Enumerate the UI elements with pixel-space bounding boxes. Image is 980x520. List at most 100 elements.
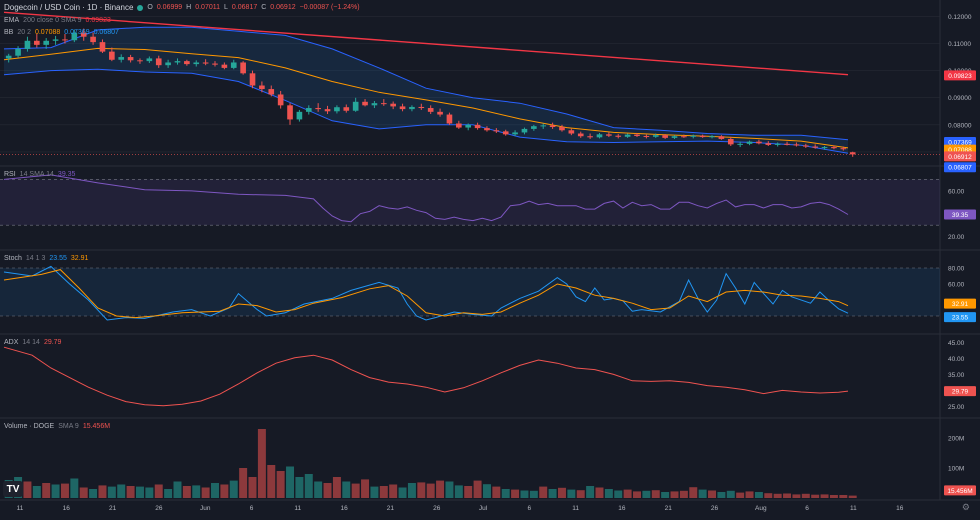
volume-bar xyxy=(276,471,285,498)
volume-bar xyxy=(32,486,41,498)
volume-bar xyxy=(342,481,351,498)
volume-bar xyxy=(314,481,323,498)
candle-body xyxy=(568,130,575,134)
volume-bar xyxy=(482,484,491,498)
candle-body xyxy=(774,143,781,145)
candle-body xyxy=(802,145,809,147)
bb-upper-last-tag: 0.07369 xyxy=(948,139,972,146)
stoch-legend-params: 14 1 3 xyxy=(25,255,46,262)
candle-body xyxy=(793,144,800,146)
candle-body xyxy=(155,58,162,66)
volume-bar xyxy=(736,492,745,498)
candle-body xyxy=(324,109,331,112)
bb-basis-line xyxy=(3,47,849,149)
candle-body xyxy=(202,62,209,64)
stoch-k-last-tag: 23.55 xyxy=(952,315,969,322)
symbol-legend: Dogecoin / USD Coin · 1D · Binance O 0.06… xyxy=(4,3,360,12)
volume-bar xyxy=(783,493,792,498)
volume-bar xyxy=(398,487,407,498)
candle-body xyxy=(840,148,847,150)
candle-body xyxy=(52,39,59,41)
ema-legend[interactable]: EMA 200 close 0 SMA 9 0.09823 xyxy=(4,17,111,24)
volume-bar xyxy=(708,490,717,498)
candle-body xyxy=(165,62,171,66)
candle-body xyxy=(540,125,547,127)
ema-last-tag-bg xyxy=(944,70,976,81)
time-tick-label: 21 xyxy=(665,505,673,512)
volume-bar xyxy=(529,490,538,498)
volume-bar xyxy=(595,487,604,498)
market-status-icon xyxy=(137,4,144,11)
candle-body xyxy=(305,108,312,112)
volume-bar xyxy=(745,491,754,498)
volume-tick-label: 200M xyxy=(948,436,964,443)
volume-bar xyxy=(267,465,276,498)
candle-body xyxy=(34,40,40,45)
rsi-tick-label: 60.00 xyxy=(948,188,965,195)
ema-legend-name: EMA xyxy=(4,17,20,24)
candle-body xyxy=(821,147,828,149)
candle-body xyxy=(399,106,406,110)
stoch-k-last-tag-bg xyxy=(944,312,976,323)
volume-bar xyxy=(520,490,529,498)
volume-bar xyxy=(633,491,641,498)
candle-body xyxy=(624,134,631,137)
bb-band-fill xyxy=(4,27,848,154)
candle-body xyxy=(193,62,200,65)
time-tick-label: 16 xyxy=(63,505,71,512)
candle-body xyxy=(765,143,772,145)
volume-bar xyxy=(98,485,107,498)
tradingview-logo-icon[interactable]: TV xyxy=(3,481,23,497)
volume-bar xyxy=(304,474,313,498)
stoch-legend[interactable]: Stoch 14 1 3 23.55 32.91 xyxy=(4,255,88,262)
volume-bar xyxy=(576,490,585,498)
rsi-band-fill xyxy=(0,179,940,226)
candle-body xyxy=(409,106,415,110)
ohlc-l-label: L xyxy=(224,4,228,11)
volume-bar xyxy=(623,489,632,498)
bb-lower-last-tag-bg xyxy=(944,162,976,173)
volume-bar xyxy=(764,493,773,498)
volume-bar xyxy=(651,490,660,498)
candle-body xyxy=(456,123,462,128)
volume-bar xyxy=(51,484,60,498)
volume-bar xyxy=(614,490,623,498)
adx-legend[interactable]: ADX 14 14 29.79 xyxy=(4,339,61,346)
candle-body xyxy=(90,36,96,43)
candle-body xyxy=(212,63,218,65)
candle-body xyxy=(184,61,190,65)
volume-bar xyxy=(173,481,182,498)
volume-bar xyxy=(548,489,557,498)
volume-bar xyxy=(464,486,473,498)
time-tick-label: 11 xyxy=(850,505,857,512)
candle-body xyxy=(493,130,500,132)
adx-tick-label: 45.00 xyxy=(948,340,965,347)
rsi-legend-value: 39.35 xyxy=(57,171,76,178)
candle-body xyxy=(521,128,528,133)
candle-body xyxy=(849,152,856,155)
volume-bar xyxy=(332,477,341,498)
price-tick-label: 0.12000 xyxy=(948,14,972,21)
ohlc-h: 0.07011 xyxy=(195,4,221,11)
volume-legend[interactable]: Volume · DOGE SMA 9 15.456M xyxy=(4,423,110,430)
settings-gear-icon[interactable]: ⚙ xyxy=(961,502,970,512)
stoch-legend-name: Stoch xyxy=(4,255,22,262)
rsi-legend[interactable]: RSI 14 SMA 14 39.35 xyxy=(4,171,75,178)
volume-legend-params: SMA 9 xyxy=(58,423,79,430)
volume-bar xyxy=(239,468,248,498)
volume-bar xyxy=(754,492,763,498)
volume-bar xyxy=(361,479,370,498)
stoch-tick-label: 60.00 xyxy=(948,282,965,289)
bb-legend[interactable]: BB 20 2 0.07088 0.07369 0.06807 xyxy=(4,29,119,36)
ema-legend-value: 0.09823 xyxy=(85,17,111,24)
ema-line xyxy=(3,11,849,76)
volume-bar xyxy=(698,489,707,498)
adx-tick-label: 25.00 xyxy=(948,404,965,411)
candle-body xyxy=(380,103,387,105)
bb-legend-v2: 0.07369 xyxy=(64,29,90,36)
volume-bar xyxy=(689,487,698,498)
candle-body xyxy=(118,57,125,60)
symbol-title[interactable]: Dogecoin / USD Coin · 1D · Binance xyxy=(4,3,134,12)
